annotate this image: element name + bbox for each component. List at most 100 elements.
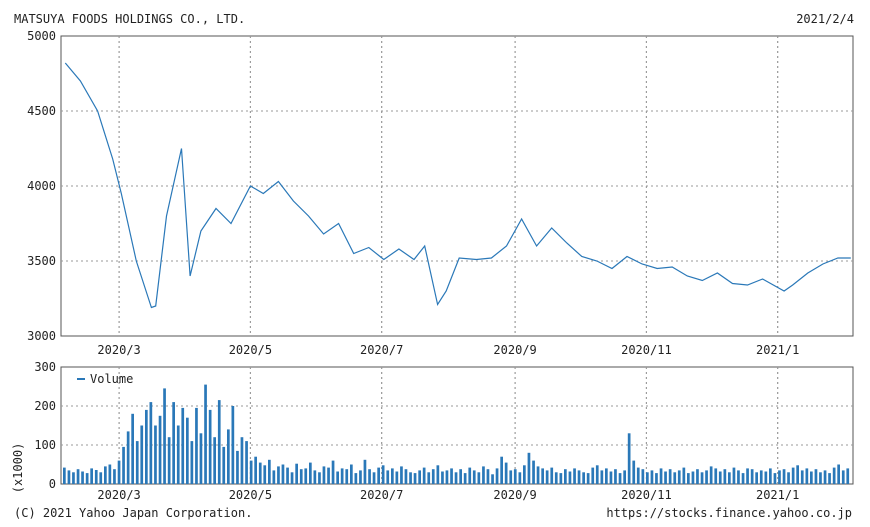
price-x-tick-label: 2020/3 <box>97 343 140 357</box>
volume-bar <box>72 472 75 484</box>
volume-bar <box>746 468 749 484</box>
volume-bar <box>199 433 203 484</box>
volume-bar <box>741 473 745 484</box>
volume-bar <box>837 464 840 484</box>
volume-bar <box>195 407 198 484</box>
volume-bar <box>427 472 431 484</box>
volume-bar <box>759 470 763 484</box>
volume-y-unit-label: (x1000) <box>11 443 25 494</box>
volume-bar <box>295 463 298 484</box>
volume-bar <box>523 465 526 484</box>
volume-bar <box>122 446 125 484</box>
volume-bar <box>459 469 462 484</box>
price-y-tick-label: 3500 <box>27 254 56 268</box>
volume-bar <box>181 407 185 484</box>
volume-bar <box>796 465 799 484</box>
volume-bar <box>773 473 777 484</box>
volume-bar <box>728 472 731 484</box>
source-url[interactable]: https://stocks.finance.yahoo.co.jp <box>606 506 852 520</box>
volume-bar <box>513 469 517 484</box>
volume-bar <box>413 473 417 484</box>
volume-bar <box>814 469 818 484</box>
volume-bar <box>568 471 572 484</box>
volume-y-tick-label: 100 <box>34 438 56 452</box>
volume-bar <box>609 471 613 484</box>
volume-bar <box>627 433 631 484</box>
volume-bar <box>769 468 772 484</box>
volume-bar <box>363 459 367 484</box>
volume-x-tick-label: 2020/3 <box>97 488 140 502</box>
volume-bar <box>217 400 221 484</box>
volume-bar <box>605 468 608 484</box>
volume-y-tick-label: 0 <box>49 477 56 491</box>
volume-bar <box>76 469 80 484</box>
copyright-text: (C) 2021 Yahoo Japan Corporation. <box>14 506 253 520</box>
volume-bar <box>486 469 490 484</box>
volume-bar <box>240 437 244 484</box>
volume-bar <box>372 472 376 484</box>
volume-bar <box>623 470 626 484</box>
volume-bar <box>673 472 677 484</box>
price-x-tick-label: 2020/11 <box>621 343 672 357</box>
volume-bar <box>299 469 303 484</box>
volume-bar <box>236 450 239 484</box>
volume-bar <box>846 468 850 484</box>
volume-bar <box>655 473 658 484</box>
volume-bar <box>682 467 686 484</box>
volume-bar <box>595 465 599 484</box>
volume-bar <box>545 470 549 484</box>
volume-bar <box>791 467 795 484</box>
volume-bar <box>354 473 358 484</box>
volume-bar <box>167 437 171 484</box>
volume-bar <box>176 425 180 484</box>
volume-bar <box>272 470 276 484</box>
volume-bar <box>441 471 444 484</box>
volume-bar <box>290 472 294 484</box>
price-y-tick-label: 4500 <box>27 104 56 118</box>
volume-bar <box>500 456 503 484</box>
volume-bar <box>664 471 667 484</box>
volume-bar <box>700 472 704 484</box>
volume-bar <box>782 469 786 484</box>
volume-bar <box>600 470 604 484</box>
volume-plot-frame <box>60 366 854 485</box>
volume-x-tick-label: 2020/5 <box>229 488 272 502</box>
volume-bar <box>732 467 736 484</box>
volume-bar <box>186 417 189 484</box>
volume-bar <box>450 468 453 484</box>
volume-bar <box>586 473 590 484</box>
volume-bar <box>577 470 581 484</box>
volume-bar <box>94 470 98 484</box>
volume-bar <box>249 460 253 484</box>
volume-bar <box>145 409 148 484</box>
volume-bar <box>718 471 722 484</box>
volume-y-tick-label: 200 <box>34 399 56 413</box>
volume-bar <box>810 471 813 484</box>
volume-bar <box>368 469 371 484</box>
volume-bar <box>104 466 107 484</box>
volume-bar <box>395 471 399 484</box>
volume-bar <box>81 471 84 484</box>
volume-bar <box>709 466 713 484</box>
volume-bar <box>431 469 435 484</box>
volume-bar <box>614 469 617 484</box>
volume-bar <box>381 465 385 484</box>
volume-bar <box>222 446 226 484</box>
volume-bar <box>723 469 727 484</box>
volume-bar <box>668 469 672 484</box>
volume-bar <box>468 467 472 484</box>
volume-bar <box>117 460 121 484</box>
volume-bar <box>404 469 408 484</box>
volume-bar <box>63 467 66 484</box>
volume-bar <box>819 472 822 484</box>
volume-bar <box>841 470 845 484</box>
volume-bar <box>254 456 257 484</box>
volume-bar <box>67 470 71 484</box>
volume-bar <box>650 470 654 484</box>
volume-bar <box>158 415 162 485</box>
volume-bar <box>263 465 267 484</box>
volume-bar <box>386 470 390 484</box>
volume-bar <box>636 467 640 484</box>
volume-bar <box>126 431 130 484</box>
chart-date: 2021/2/4 <box>796 12 854 26</box>
